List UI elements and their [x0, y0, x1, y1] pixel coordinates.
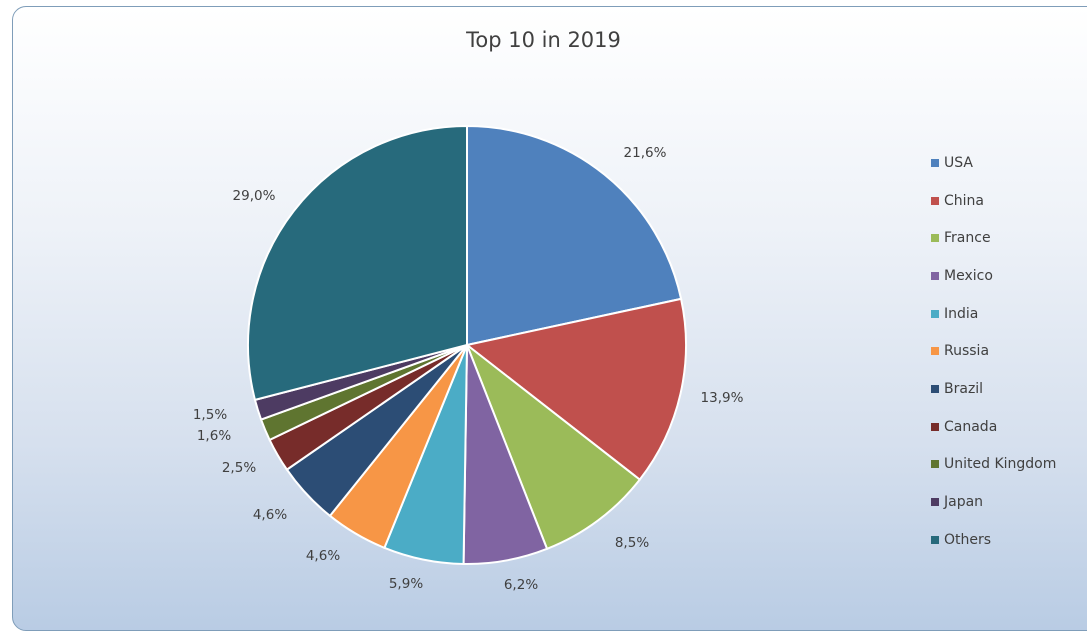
legend-label: France [944, 230, 991, 247]
data-label-japan: 1,5% [193, 407, 227, 423]
chart-legend: USA China France Mexico India Russia Brazil Can… [931, 144, 1056, 559]
data-label-usa: 21,6% [624, 145, 667, 161]
legend-item-canada: Canada [931, 408, 1056, 446]
legend-label: India [944, 305, 979, 322]
data-label-united-kingdom: 1,6% [197, 428, 231, 444]
data-label-india: 5,9% [389, 576, 423, 592]
data-label-russia: 4,6% [306, 548, 340, 564]
legend-swatch [931, 422, 939, 431]
legend-swatch [931, 498, 939, 507]
legend-label: Japan [944, 494, 984, 511]
legend-swatch [931, 535, 939, 544]
pie-slice-china [464, 297, 687, 482]
legend-swatch [931, 460, 939, 469]
data-label-others: 29,0% [233, 188, 276, 204]
legend-label: Mexico [944, 267, 993, 284]
legend-item-russia: Russia [931, 332, 1056, 370]
legend-item-france: France [931, 219, 1056, 257]
legend-item-brazil: Brazil [931, 370, 1056, 408]
legend-item-usa: USA [931, 144, 1056, 182]
legend-label: Brazil [944, 380, 984, 397]
pie-slice-others [247, 124, 468, 402]
legend-item-others: Others [931, 521, 1056, 559]
legend-swatch [931, 234, 939, 243]
legend-item-india: India [931, 295, 1056, 333]
data-label-brazil: 4,6% [253, 507, 287, 523]
legend-item-japan: Japan [931, 483, 1056, 521]
legend-swatch [931, 309, 939, 318]
legend-item-china: China [931, 182, 1056, 220]
legend-label: Canada [944, 418, 998, 435]
legend-item-mexico: Mexico [931, 257, 1056, 295]
pie-slice-usa [466, 124, 683, 347]
legend-label: Russia [944, 343, 990, 360]
data-label-france: 8,5% [615, 535, 649, 551]
legend-swatch [931, 347, 939, 356]
chart-title: Top 10 in 2019 [466, 28, 621, 52]
legend-label: United Kingdom [944, 456, 1057, 473]
legend-label: USA [944, 154, 973, 171]
legend-swatch [931, 158, 939, 167]
data-label-mexico: 6,2% [504, 577, 538, 593]
legend-label: Others [944, 531, 992, 548]
legend-swatch [931, 196, 939, 205]
legend-item-united-kingdom: United Kingdom [931, 446, 1056, 484]
data-label-canada: 2,5% [222, 460, 256, 476]
legend-swatch [931, 271, 939, 280]
legend-label: China [944, 192, 984, 209]
data-label-china: 13,9% [701, 390, 744, 406]
legend-swatch [931, 384, 939, 393]
pie-slice-france [464, 341, 642, 551]
